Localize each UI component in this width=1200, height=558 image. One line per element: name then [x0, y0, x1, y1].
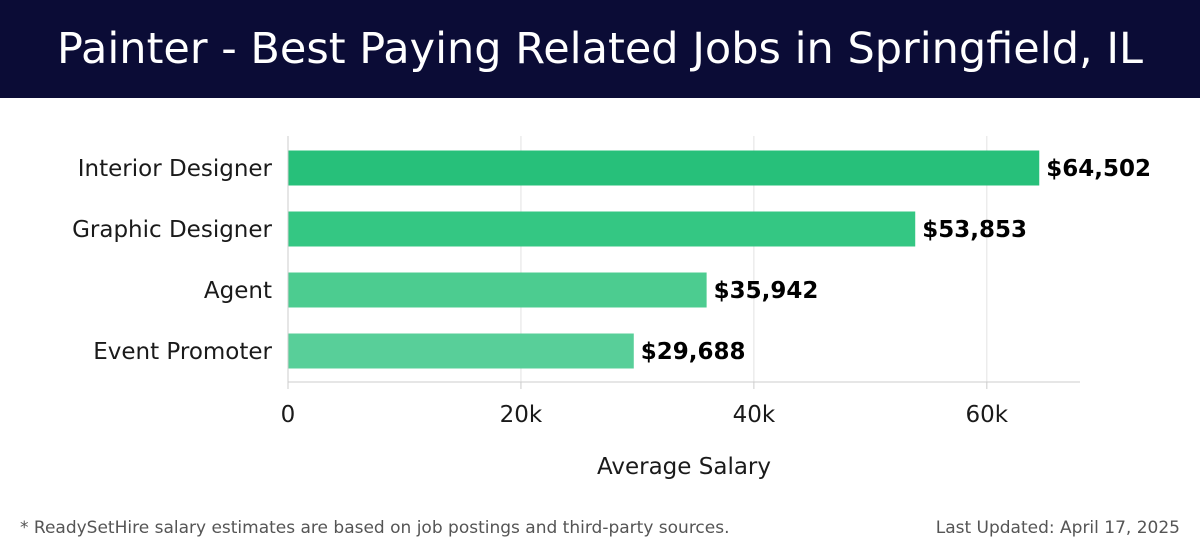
- salary-bar-chart: 0 20k 40k 60k Interior Designer $64,502 Graphi…: [72, 136, 1151, 480]
- x-tick-label: 20k: [500, 402, 543, 428]
- labels: 0 20k 40k 60k Interior Designer $64,502 Graphi…: [72, 156, 1151, 428]
- bar-interior-designer: [288, 150, 1040, 186]
- axes: [287, 136, 1080, 389]
- x-tick-label: 60k: [966, 402, 1009, 428]
- x-tick-label: 40k: [733, 402, 776, 428]
- value-label: $53,853: [922, 217, 1027, 243]
- category-label: Event Promoter: [93, 339, 272, 365]
- x-tick-label: 0: [281, 402, 296, 428]
- value-label: $29,688: [641, 339, 746, 365]
- bar-graphic-designer: [288, 211, 916, 247]
- bar-event-promoter: [288, 333, 634, 369]
- value-label: $64,502: [1046, 156, 1151, 182]
- last-updated: Last Updated: April 17, 2025: [935, 518, 1180, 538]
- title-bar: [0, 0, 1200, 98]
- x-axis-title: Average Salary: [597, 454, 771, 480]
- chart-title: Painter - Best Paying Related Jobs in Sp…: [57, 24, 1143, 74]
- value-label: $35,942: [714, 278, 819, 304]
- bars: [288, 150, 1040, 369]
- category-label: Interior Designer: [78, 156, 273, 182]
- bar-agent: [288, 272, 707, 308]
- category-label: Graphic Designer: [72, 217, 272, 243]
- category-label: Agent: [204, 278, 272, 304]
- footnote: * ReadySetHire salary estimates are base…: [20, 518, 730, 538]
